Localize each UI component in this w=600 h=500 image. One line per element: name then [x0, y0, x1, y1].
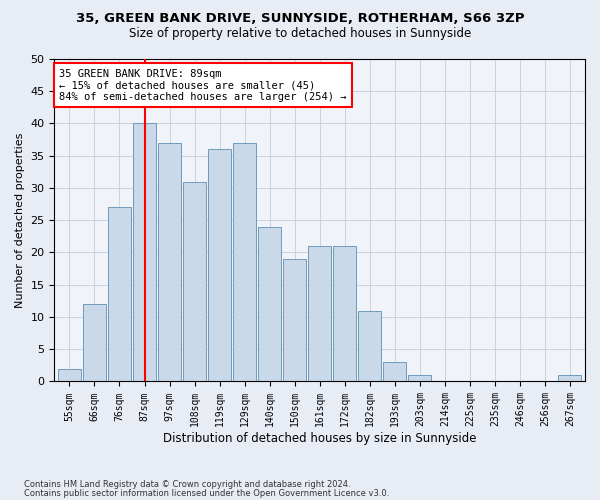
- Text: Contains public sector information licensed under the Open Government Licence v3: Contains public sector information licen…: [24, 489, 389, 498]
- Bar: [358, 310, 381, 382]
- Text: Size of property relative to detached houses in Sunnyside: Size of property relative to detached ho…: [129, 28, 471, 40]
- Bar: [258, 226, 281, 382]
- Bar: [208, 150, 231, 382]
- X-axis label: Distribution of detached houses by size in Sunnyside: Distribution of detached houses by size …: [163, 432, 476, 445]
- Bar: [183, 182, 206, 382]
- Text: Contains HM Land Registry data © Crown copyright and database right 2024.: Contains HM Land Registry data © Crown c…: [24, 480, 350, 489]
- Bar: [158, 143, 181, 382]
- Bar: [233, 143, 256, 382]
- Bar: [133, 124, 156, 382]
- Text: 35, GREEN BANK DRIVE, SUNNYSIDE, ROTHERHAM, S66 3ZP: 35, GREEN BANK DRIVE, SUNNYSIDE, ROTHERH…: [76, 12, 524, 26]
- Bar: [58, 368, 81, 382]
- Bar: [83, 304, 106, 382]
- Bar: [333, 246, 356, 382]
- Text: 35 GREEN BANK DRIVE: 89sqm
← 15% of detached houses are smaller (45)
84% of semi: 35 GREEN BANK DRIVE: 89sqm ← 15% of deta…: [59, 68, 347, 102]
- Bar: [308, 246, 331, 382]
- Bar: [559, 375, 581, 382]
- Bar: [108, 208, 131, 382]
- Bar: [283, 259, 306, 382]
- Bar: [409, 375, 431, 382]
- Y-axis label: Number of detached properties: Number of detached properties: [15, 132, 25, 308]
- Bar: [383, 362, 406, 382]
